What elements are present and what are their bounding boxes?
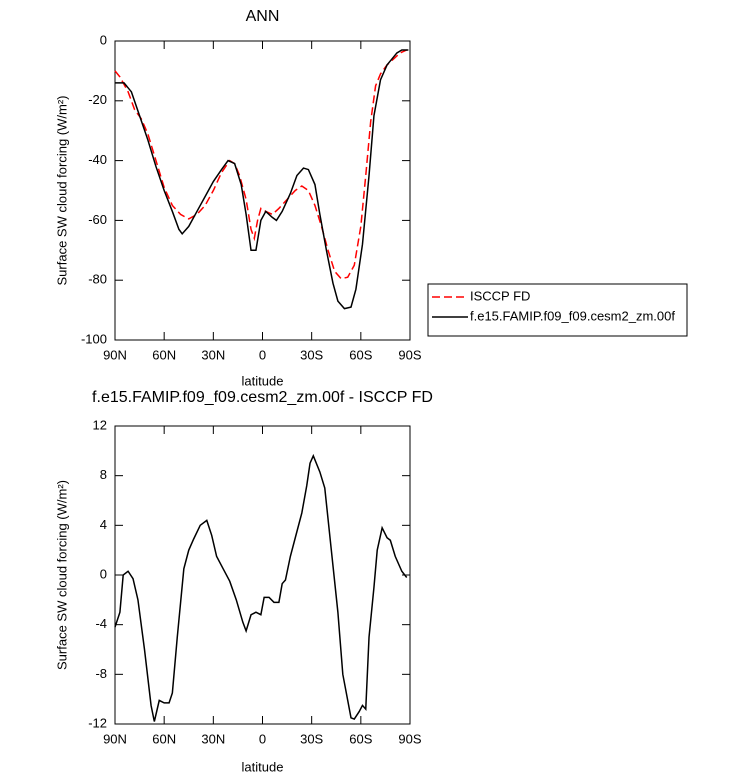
x-tick-label: 0: [259, 347, 266, 362]
y-tick-label: -40: [88, 152, 107, 167]
y-tick-label: -20: [88, 92, 107, 107]
x-tick-label: 30N: [201, 347, 225, 362]
y-tick-label: -100: [81, 331, 107, 346]
y-tick-label: -8: [95, 666, 107, 681]
x-tick-label: 60N: [152, 347, 176, 362]
y-tick-label: -12: [88, 715, 107, 730]
x-tick-label: 90N: [103, 347, 127, 362]
plot-frame: [114, 425, 411, 725]
x-axis-label: latitude: [242, 759, 284, 774]
x-tick-label: 90N: [103, 731, 127, 746]
x-tick-label: 60S: [349, 347, 372, 362]
y-tick-label: 0: [100, 32, 107, 47]
y-tick-label: 0: [100, 566, 107, 581]
chart-title: ANN: [246, 8, 280, 25]
x-tick-label: 60N: [152, 731, 176, 746]
x-tick-label: 90S: [398, 347, 421, 362]
data-line: [114, 49, 408, 280]
y-tick-label: 4: [100, 517, 107, 532]
x-tick-label: 30N: [201, 731, 225, 746]
x-tick-label: 60S: [349, 731, 372, 746]
y-tick-label: -80: [88, 272, 107, 287]
x-tick-label: 30S: [300, 347, 323, 362]
chart-title: f.e15.FAMIP.f09_f09.cesm2_zm.00f - ISCCP…: [92, 389, 433, 406]
y-tick-label: 12: [93, 417, 107, 432]
y-tick-label: -4: [95, 616, 107, 631]
legend-label: ISCCP FD: [470, 288, 530, 303]
y-axis-label: Surface SW cloud forcing (W/m²): [54, 96, 69, 286]
x-axis-label: latitude: [242, 373, 284, 388]
x-tick-label: 0: [259, 731, 266, 746]
legend-label: f.e15.FAMIP.f09_f09.cesm2_zm.00f: [470, 308, 675, 323]
y-axis-label: Surface SW cloud forcing (W/m²): [54, 480, 69, 670]
data-line: [115, 49, 409, 310]
x-tick-label: 30S: [300, 731, 323, 746]
y-tick-label: 8: [100, 467, 107, 482]
legend-box: [427, 283, 688, 337]
y-tick-label: -60: [88, 212, 107, 227]
x-tick-label: 90S: [398, 731, 421, 746]
plot-frame: [114, 40, 411, 341]
data-line: [114, 453, 408, 722]
